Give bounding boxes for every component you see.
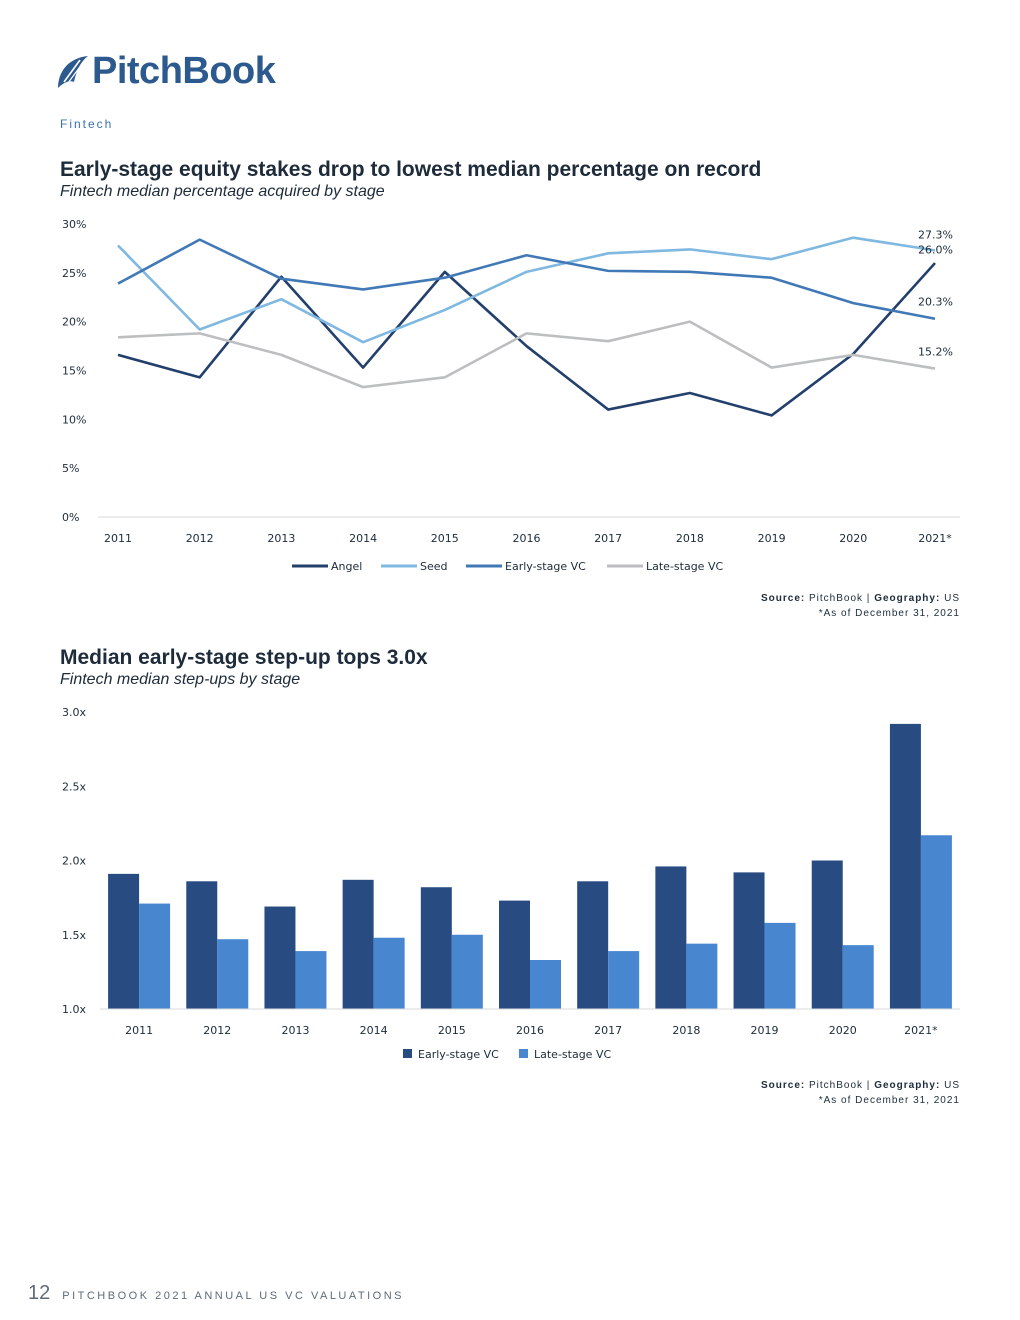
bar-late-stage-vc bbox=[920, 835, 952, 1009]
legend-label: Late-stage VC bbox=[534, 1048, 611, 1061]
y-tick-label: 1.0x bbox=[62, 1003, 86, 1016]
y-tick-label: 25% bbox=[62, 267, 86, 280]
geography-value: US bbox=[944, 1080, 960, 1091]
logo-text: PitchBook bbox=[92, 50, 276, 92]
x-tick-label: 2011 bbox=[104, 532, 132, 545]
x-tick-label: 2016 bbox=[516, 1024, 544, 1037]
x-tick-label: 2020 bbox=[829, 1024, 857, 1037]
bar-late-stage-vc bbox=[608, 951, 640, 1009]
bar-early-stage-vc bbox=[264, 906, 296, 1009]
bar-late-stage-vc bbox=[373, 937, 405, 1009]
x-tick-label: 2012 bbox=[203, 1024, 231, 1037]
bar-late-stage-vc bbox=[295, 951, 327, 1009]
source-value: PitchBook | bbox=[809, 1080, 871, 1091]
as-of-note: *As of December 31, 2021 bbox=[818, 1095, 960, 1106]
bar-early-stage-vc bbox=[733, 872, 765, 1009]
y-tick-label: 2.0x bbox=[62, 855, 86, 868]
y-tick-label: 3.0x bbox=[62, 706, 86, 719]
source-label: Source: bbox=[760, 593, 806, 604]
bar-early-stage-vc bbox=[655, 866, 687, 1009]
legend-swatch bbox=[519, 1049, 528, 1058]
legend-label: Seed bbox=[420, 560, 448, 573]
end-data-label: 26.0% bbox=[918, 243, 953, 256]
geography-label: Geography: bbox=[874, 593, 941, 604]
x-tick-label: 2018 bbox=[672, 1024, 700, 1037]
x-tick-label: 2015 bbox=[438, 1024, 466, 1037]
legend-swatch bbox=[403, 1049, 412, 1058]
series-line-late-stage-vc bbox=[117, 320, 936, 389]
x-tick-label: 2020 bbox=[839, 532, 867, 545]
x-tick-label: 2019 bbox=[758, 532, 786, 545]
pitchbook-leaf-icon bbox=[58, 55, 88, 88]
legend-label: Late-stage VC bbox=[646, 560, 723, 573]
x-tick-label: 2018 bbox=[676, 532, 704, 545]
y-tick-label: 20% bbox=[62, 316, 86, 329]
bar-late-stage-vc bbox=[764, 922, 796, 1009]
bar-early-stage-vc bbox=[889, 723, 921, 1009]
x-tick-label: 2012 bbox=[186, 532, 214, 545]
source-label: Source: bbox=[760, 1080, 806, 1091]
bar-late-stage-vc bbox=[842, 945, 874, 1009]
x-tick-label: 2013 bbox=[281, 1024, 309, 1037]
bar-late-stage-vc bbox=[451, 934, 483, 1009]
bar-early-stage-vc bbox=[811, 860, 843, 1009]
legend-label: Angel bbox=[331, 560, 362, 573]
pitchbook-logo: PitchBook bbox=[54, 50, 276, 93]
x-tick-label: 2019 bbox=[751, 1024, 779, 1037]
page-footer: 12 PITCHBOOK 2021 ANNUAL US VC VALUATION… bbox=[28, 1282, 404, 1305]
source-value: PitchBook | bbox=[809, 593, 871, 604]
end-data-label: 20.3% bbox=[918, 296, 953, 309]
x-tick-label: 2017 bbox=[594, 1024, 622, 1037]
x-tick-label: 2016 bbox=[513, 532, 541, 545]
document-title: PITCHBOOK 2021 ANNUAL US VC VALUATIONS bbox=[62, 1290, 405, 1302]
end-data-label: 27.3% bbox=[918, 228, 953, 241]
bar-late-stage-vc bbox=[217, 939, 249, 1009]
bar-early-stage-vc bbox=[420, 887, 452, 1009]
y-tick-label: 1.5x bbox=[62, 929, 86, 942]
section-label: Fintech bbox=[60, 117, 114, 131]
chart1-title: Early-stage equity stakes drop to lowest… bbox=[60, 158, 762, 181]
line-chart: 0% 5% 10% 15% 20% 25% 30% 2011 2012 2013 2014 2015 2… bbox=[62, 218, 960, 573]
bar-early-stage-vc bbox=[499, 900, 530, 1009]
end-data-label: 15.2% bbox=[918, 346, 953, 359]
series-line-seed bbox=[117, 236, 936, 344]
y-tick-label: 30% bbox=[62, 218, 86, 231]
bar-early-stage-vc bbox=[186, 881, 218, 1009]
chart2-title: Median early-stage step-up tops 3.0x bbox=[60, 646, 428, 669]
chart2-source: Source: PitchBook | Geography: US *As of… bbox=[761, 1078, 960, 1108]
y-tick-label: 15% bbox=[62, 365, 86, 378]
bar-late-stage-vc bbox=[530, 959, 561, 1009]
geography-value: US bbox=[944, 593, 960, 604]
chart1-source: Source: PitchBook | Geography: US *As of… bbox=[761, 591, 960, 621]
x-tick-label: 2021* bbox=[918, 532, 952, 545]
bar-chart: 1.0x 1.5x 2.0x 2.5x 3.0x 2011 2012 2013 2014 2015… bbox=[62, 706, 960, 1061]
x-tick-label: 2015 bbox=[431, 532, 459, 545]
bar-early-stage-vc bbox=[108, 873, 140, 1009]
legend-label: Early-stage VC bbox=[505, 560, 586, 573]
x-tick-label: 2021* bbox=[904, 1024, 938, 1037]
x-tick-label: 2014 bbox=[349, 532, 377, 545]
y-tick-label: 2.5x bbox=[62, 780, 86, 793]
geography-label: Geography: bbox=[874, 1080, 941, 1091]
bar-early-stage-vc bbox=[342, 879, 374, 1009]
bar-early-stage-vc bbox=[577, 881, 609, 1009]
y-tick-label: 5% bbox=[62, 462, 79, 475]
chart2-subtitle: Fintech median step-ups by stage bbox=[60, 671, 301, 688]
x-tick-label: 2017 bbox=[594, 532, 622, 545]
series-line-angel bbox=[117, 262, 936, 417]
x-tick-label: 2013 bbox=[267, 532, 295, 545]
y-tick-label: 10% bbox=[62, 413, 86, 426]
series-line-early-stage-vc bbox=[117, 238, 936, 321]
bar-late-stage-vc bbox=[686, 943, 718, 1009]
legend-label: Early-stage VC bbox=[418, 1048, 499, 1061]
x-tick-label: 2011 bbox=[125, 1024, 153, 1037]
y-tick-label: 0% bbox=[62, 511, 79, 524]
page-number: 12 bbox=[28, 1282, 51, 1304]
bar-late-stage-vc bbox=[139, 903, 171, 1009]
chart1-subtitle: Fintech median percentage acquired by st… bbox=[60, 183, 385, 200]
x-tick-label: 2014 bbox=[360, 1024, 388, 1037]
as-of-note: *As of December 31, 2021 bbox=[818, 608, 960, 619]
